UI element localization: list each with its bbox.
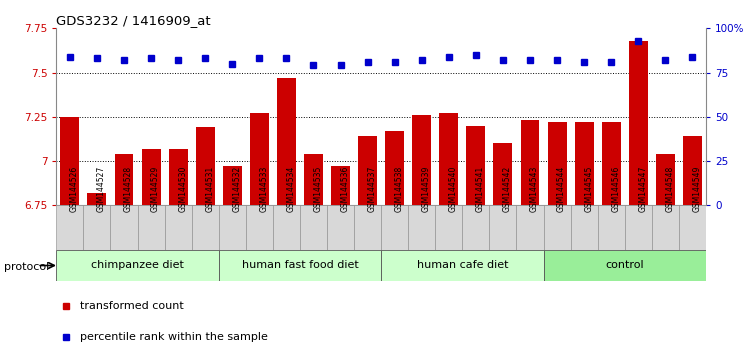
Text: GSM144527: GSM144527	[97, 166, 106, 212]
Text: GSM144530: GSM144530	[178, 166, 187, 212]
Bar	[656, 154, 675, 205]
Bar	[142, 149, 161, 205]
Text: GSM144535: GSM144535	[313, 166, 322, 212]
Bar	[490, 205, 517, 250]
Text: GSM144542: GSM144542	[503, 166, 512, 212]
Text: GSM144546: GSM144546	[611, 166, 620, 212]
Bar	[277, 78, 296, 205]
Text: GSM144537: GSM144537	[367, 166, 376, 212]
Bar	[114, 154, 134, 205]
Bar	[463, 205, 490, 250]
Bar	[196, 127, 215, 205]
Text: GSM144548: GSM144548	[665, 166, 674, 212]
Bar	[575, 122, 593, 205]
Text: GSM144541: GSM144541	[476, 166, 485, 212]
Bar	[246, 205, 273, 250]
Bar	[412, 115, 431, 205]
Bar	[547, 122, 566, 205]
Bar	[381, 250, 544, 281]
Text: GSM144534: GSM144534	[286, 166, 295, 212]
Bar	[300, 205, 327, 250]
Bar	[219, 205, 246, 250]
Bar	[625, 205, 652, 250]
Text: chimpanzee diet: chimpanzee diet	[91, 261, 184, 270]
Bar	[331, 166, 350, 205]
Text: GSM144543: GSM144543	[530, 166, 539, 212]
Bar	[137, 205, 164, 250]
Bar	[683, 136, 702, 205]
Bar	[629, 41, 648, 205]
Bar	[327, 205, 354, 250]
Bar	[439, 113, 458, 205]
Bar	[273, 205, 300, 250]
Bar	[56, 205, 83, 250]
Text: GSM144544: GSM144544	[557, 166, 566, 212]
Bar	[493, 143, 512, 205]
Bar	[602, 122, 620, 205]
Bar	[598, 205, 625, 250]
Text: GSM144529: GSM144529	[151, 166, 160, 212]
Text: GSM144532: GSM144532	[232, 166, 241, 212]
Bar	[219, 250, 381, 281]
Bar	[652, 205, 679, 250]
Bar	[223, 166, 242, 205]
Bar	[192, 205, 219, 250]
Bar	[436, 205, 463, 250]
Bar	[517, 205, 544, 250]
Bar	[520, 120, 539, 205]
Bar	[60, 117, 80, 205]
Bar	[358, 136, 377, 205]
Bar	[110, 205, 137, 250]
Text: GSM144545: GSM144545	[584, 166, 593, 212]
Bar	[164, 205, 192, 250]
Bar	[544, 205, 571, 250]
Bar	[544, 250, 706, 281]
Bar	[87, 193, 107, 205]
Bar	[466, 126, 485, 205]
Text: human cafe diet: human cafe diet	[417, 261, 508, 270]
Text: GSM144539: GSM144539	[422, 166, 431, 212]
Bar	[381, 205, 409, 250]
Bar	[169, 149, 188, 205]
Bar	[56, 250, 219, 281]
Text: GSM144538: GSM144538	[395, 166, 404, 212]
Text: GSM144531: GSM144531	[205, 166, 214, 212]
Text: GSM144533: GSM144533	[259, 166, 268, 212]
Text: protocol: protocol	[4, 262, 49, 272]
Text: GSM144540: GSM144540	[449, 166, 458, 212]
Text: control: control	[605, 261, 644, 270]
Bar	[250, 113, 269, 205]
Bar	[679, 205, 706, 250]
Text: GSM144526: GSM144526	[70, 166, 79, 212]
Text: GSM144528: GSM144528	[124, 166, 133, 212]
Bar	[354, 205, 382, 250]
Text: GSM144547: GSM144547	[638, 166, 647, 212]
Bar	[385, 131, 404, 205]
Text: transformed count: transformed count	[80, 301, 184, 310]
Bar	[83, 205, 110, 250]
Text: human fast food diet: human fast food diet	[242, 261, 358, 270]
Text: GSM144549: GSM144549	[692, 166, 701, 212]
Bar	[409, 205, 436, 250]
Bar	[571, 205, 598, 250]
Text: percentile rank within the sample: percentile rank within the sample	[80, 332, 268, 342]
Text: GDS3232 / 1416909_at: GDS3232 / 1416909_at	[56, 14, 211, 27]
Text: GSM144536: GSM144536	[340, 166, 349, 212]
Bar	[304, 154, 323, 205]
